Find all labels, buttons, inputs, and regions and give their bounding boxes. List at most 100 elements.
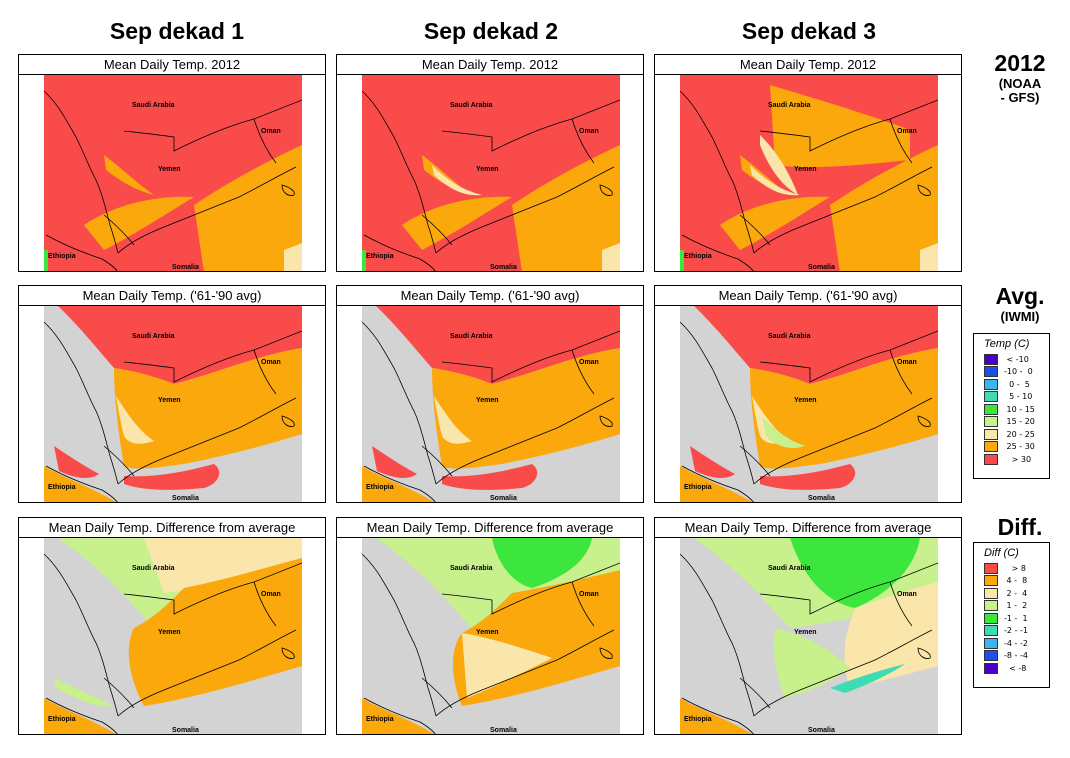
label-oman: Oman bbox=[579, 591, 599, 598]
legend-swatch bbox=[984, 625, 998, 637]
row-label-diff: Diff. bbox=[980, 514, 1060, 541]
label-yemen: Yemen bbox=[794, 629, 817, 636]
diff-legend-title: Diff (C) bbox=[984, 547, 1019, 559]
legend-swatch bbox=[984, 453, 998, 465]
column-title-2: Sep dekad 2 bbox=[423, 18, 559, 44]
diff-legend-item: -2 - -1 bbox=[984, 625, 1049, 638]
legend-swatch bbox=[984, 353, 998, 365]
row-label-avg-source: (IWMI) bbox=[1000, 309, 1040, 324]
map-image: Saudi Arabia Oman Yemen Ethiopia Somalia bbox=[362, 306, 620, 502]
legend-swatch bbox=[984, 612, 998, 624]
label-saudi-arabia: Saudi Arabia bbox=[132, 102, 175, 109]
label-oman: Oman bbox=[261, 359, 281, 366]
legend-label: 0 - 5 bbox=[1004, 379, 1030, 389]
label-ethiopia: Ethiopia bbox=[684, 484, 712, 491]
legend-label: 20 - 25 bbox=[1004, 429, 1035, 439]
temp-legend: Temp (C) < -10 -10 - 0 0 - 5 5 - 10 10 - … bbox=[973, 333, 1050, 479]
row-label-2012: 2012 (NOAA - GFS) bbox=[980, 50, 1060, 105]
label-ethiopia: Ethiopia bbox=[684, 716, 712, 723]
panel-title: Mean Daily Temp. ('61-'90 avg) bbox=[655, 286, 961, 306]
temp-legend-item: 25 - 30 bbox=[984, 441, 1049, 454]
map-panel-r3-c3: Mean Daily Temp. Difference from average… bbox=[654, 517, 962, 735]
label-oman: Oman bbox=[579, 359, 599, 366]
row-label-2012-source: (NOAA - GFS) bbox=[998, 76, 1042, 105]
panel-title: Mean Daily Temp. ('61-'90 avg) bbox=[337, 286, 643, 306]
diff-legend-item: -4 - -2 bbox=[984, 637, 1049, 650]
diff-legend-item: > 8 bbox=[984, 562, 1049, 575]
temp-legend-items: < -10 -10 - 0 0 - 5 5 - 10 10 - 15 15 - 2… bbox=[974, 353, 1049, 466]
label-oman: Oman bbox=[261, 591, 281, 598]
label-somalia: Somalia bbox=[490, 727, 517, 734]
label-yemen: Yemen bbox=[794, 166, 817, 173]
legend-swatch bbox=[984, 391, 998, 403]
legend-swatch bbox=[984, 650, 998, 662]
map-panel-r3-c1: Mean Daily Temp. Difference from average… bbox=[18, 517, 326, 735]
label-saudi-arabia: Saudi Arabia bbox=[132, 333, 175, 340]
legend-swatch bbox=[984, 587, 998, 599]
map-image: Saudi Arabia Oman Yemen Ethiopia Somalia bbox=[362, 538, 620, 734]
label-oman: Oman bbox=[579, 128, 599, 135]
temp-legend-item: -10 - 0 bbox=[984, 366, 1049, 379]
map-panel-r1-c2: Mean Daily Temp. 2012 Saudi Arabia Oman … bbox=[336, 54, 644, 272]
legend-label: 25 - 30 bbox=[1004, 442, 1035, 452]
legend-label: -8 - -4 bbox=[1004, 651, 1028, 661]
temp-legend-item: 20 - 25 bbox=[984, 428, 1049, 441]
label-ethiopia: Ethiopia bbox=[48, 253, 76, 260]
legend-label: 5 - 10 bbox=[1004, 392, 1033, 402]
panel-title: Mean Daily Temp. Difference from average bbox=[19, 518, 325, 538]
label-somalia: Somalia bbox=[172, 495, 199, 502]
map-image: Saudi Arabia Oman Yemen Ethiopia Somalia bbox=[44, 306, 302, 502]
label-ethiopia: Ethiopia bbox=[684, 253, 712, 260]
diff-legend: Diff (C) > 8 4 - 8 2 - 4 1 - 2 -1 - 1 -2 -… bbox=[973, 542, 1050, 688]
map-image: Saudi Arabia Oman Yemen Ethiopia Somalia bbox=[362, 75, 620, 271]
label-yemen: Yemen bbox=[476, 166, 499, 173]
legend-label: 2 - 4 bbox=[1004, 588, 1028, 598]
legend-label: 10 - 15 bbox=[1004, 404, 1035, 414]
legend-label: > 8 bbox=[1004, 563, 1026, 573]
column-title-3: Sep dekad 3 bbox=[741, 18, 877, 44]
label-saudi-arabia: Saudi Arabia bbox=[768, 333, 811, 340]
label-somalia: Somalia bbox=[172, 727, 199, 734]
legend-swatch bbox=[984, 416, 998, 428]
legend-label: > 30 bbox=[1004, 454, 1032, 464]
row-label-2012-title: 2012 bbox=[994, 50, 1046, 76]
label-somalia: Somalia bbox=[808, 727, 835, 734]
panel-title: Mean Daily Temp. Difference from average bbox=[337, 518, 643, 538]
legend-label: 4 - 8 bbox=[1004, 576, 1028, 586]
label-somalia: Somalia bbox=[808, 495, 835, 502]
panel-title: Mean Daily Temp. 2012 bbox=[337, 55, 643, 75]
map-panel-r2-c3: Mean Daily Temp. ('61-'90 avg) Saudi Ara… bbox=[654, 285, 962, 503]
map-panel-r1-c3: Mean Daily Temp. 2012 Saudi Arabia Oman … bbox=[654, 54, 962, 272]
map-panel-r2-c1: Mean Daily Temp. ('61-'90 avg) Saudi Ara… bbox=[18, 285, 326, 503]
legend-label: 15 - 20 bbox=[1004, 417, 1035, 427]
legend-swatch bbox=[984, 428, 998, 440]
legend-label: -1 - 1 bbox=[1004, 613, 1028, 623]
label-yemen: Yemen bbox=[476, 397, 499, 404]
label-saudi-arabia: Saudi Arabia bbox=[450, 102, 493, 109]
legend-swatch bbox=[984, 600, 998, 612]
map-panel-r3-c2: Mean Daily Temp. Difference from average… bbox=[336, 517, 644, 735]
legend-swatch bbox=[984, 366, 998, 378]
legend-swatch bbox=[984, 562, 998, 574]
label-saudi-arabia: Saudi Arabia bbox=[768, 102, 811, 109]
legend-swatch bbox=[984, 575, 998, 587]
label-somalia: Somalia bbox=[490, 495, 517, 502]
label-oman: Oman bbox=[897, 128, 917, 135]
row-label-avg: Avg. (IWMI) bbox=[980, 283, 1060, 324]
diff-legend-items: > 8 4 - 8 2 - 4 1 - 2 -1 - 1 -2 - -1 -4 - -… bbox=[974, 562, 1049, 675]
legend-label: -4 - -2 bbox=[1004, 638, 1028, 648]
map-panel-r2-c2: Mean Daily Temp. ('61-'90 avg) Saudi Ara… bbox=[336, 285, 644, 503]
label-yemen: Yemen bbox=[158, 629, 181, 636]
temp-legend-title: Temp (C) bbox=[984, 338, 1030, 350]
legend-label: -10 - 0 bbox=[1004, 367, 1033, 377]
label-somalia: Somalia bbox=[490, 264, 517, 271]
diff-legend-item: 2 - 4 bbox=[984, 587, 1049, 600]
diff-legend-item: 4 - 8 bbox=[984, 575, 1049, 588]
legend-label: < -8 bbox=[1004, 663, 1027, 673]
temp-legend-item: 5 - 10 bbox=[984, 391, 1049, 404]
panel-title: Mean Daily Temp. 2012 bbox=[655, 55, 961, 75]
temp-legend-item: 10 - 15 bbox=[984, 403, 1049, 416]
legend-label: -2 - -1 bbox=[1004, 626, 1028, 636]
row-label-diff-title: Diff. bbox=[997, 514, 1043, 540]
label-saudi-arabia: Saudi Arabia bbox=[450, 565, 493, 572]
